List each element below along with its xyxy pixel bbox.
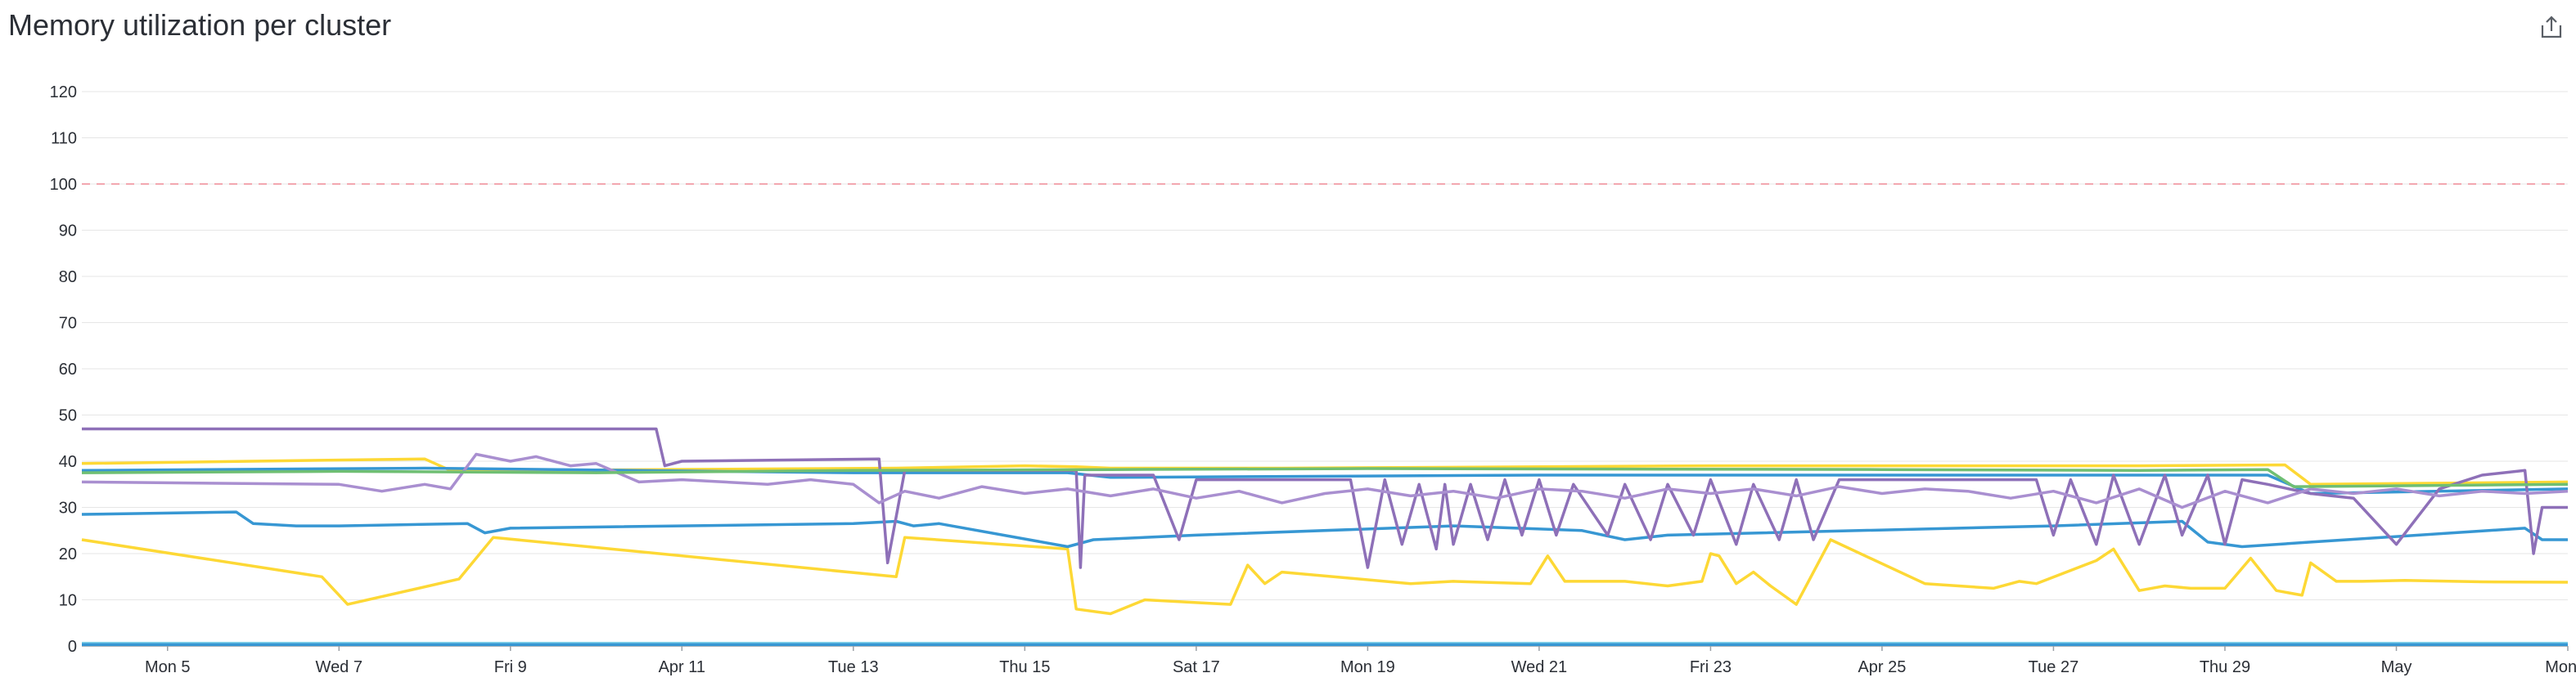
x-tick-label: Apr 25 xyxy=(1858,658,1906,676)
x-tick-label: Apr 11 xyxy=(659,658,705,676)
series-line-5[interactable] xyxy=(81,452,2569,509)
series-line-2[interactable] xyxy=(81,510,2568,549)
y-tick-label: 40 xyxy=(59,453,77,471)
chart-title: Memory utilization per cluster xyxy=(8,8,392,42)
series-line-0[interactable] xyxy=(81,536,2569,616)
x-tick-label: May xyxy=(2381,658,2412,676)
x-tick-label: Wed 21 xyxy=(1511,658,1568,676)
y-tick-label: 100 xyxy=(50,176,77,194)
y-tick-label: 70 xyxy=(59,315,77,333)
y-tick-label: 30 xyxy=(59,500,77,518)
y-tick-label: 0 xyxy=(68,638,77,656)
x-tick-label: Mon 19 xyxy=(1340,658,1395,676)
x-tick-label: Thu 29 xyxy=(2200,658,2250,676)
y-tick-label: 110 xyxy=(51,130,77,148)
y-tick-label: 20 xyxy=(59,545,77,563)
x-tick-label: Tue 13 xyxy=(828,658,879,676)
x-tick-label: Sat 17 xyxy=(1173,658,1220,676)
y-tick-label: 50 xyxy=(59,407,77,425)
x-tick-label: Thu 15 xyxy=(999,658,1050,676)
x-tick-label: Tue 27 xyxy=(2029,658,2079,676)
x-tick-label: Mon 3 xyxy=(2545,658,2576,676)
series-line-6[interactable] xyxy=(81,467,2569,488)
y-tick-label: 10 xyxy=(59,592,77,610)
share-icon[interactable] xyxy=(2540,15,2563,39)
x-tick-label: Wed 7 xyxy=(316,658,363,676)
x-tick-label: Mon 5 xyxy=(145,658,191,676)
series-line-1[interactable] xyxy=(81,457,2569,487)
y-tick-label: 60 xyxy=(59,361,77,379)
y-tick-label: 80 xyxy=(59,268,77,286)
x-tick-label: Fri 9 xyxy=(494,658,527,676)
series-line-4[interactable] xyxy=(82,427,2568,569)
x-tick-label: Fri 23 xyxy=(1690,658,1732,676)
y-tick-label: 90 xyxy=(59,222,77,240)
y-tick-label: 120 xyxy=(50,83,77,101)
